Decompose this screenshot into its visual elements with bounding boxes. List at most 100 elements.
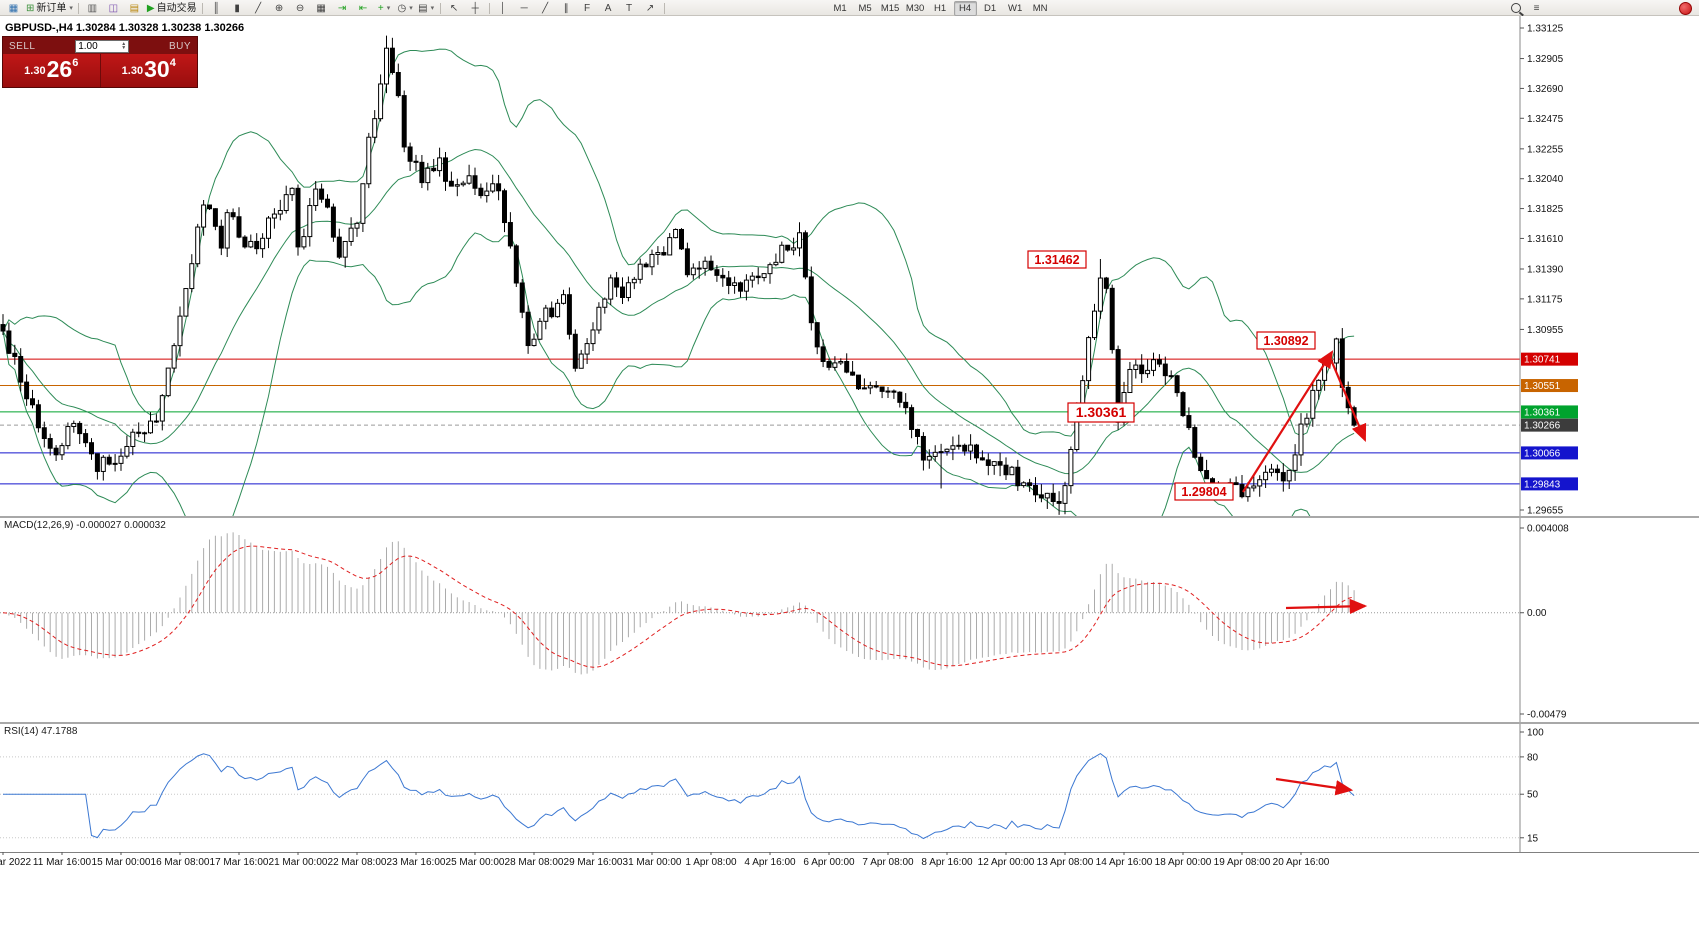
time-axis-label: 12 Apr 00:00	[978, 857, 1035, 868]
auto-scroll-button[interactable]: ⇥	[332, 0, 353, 16]
main-toolbar: ▦ ⊞ 新订单 ▾ ▥ ◫ ▤ ▶ 自动交易 ║ ▮ ╱ ⊕ ⊖ ▦ ⇥ ⇤ + ▾ ◷ ▾ ▤ ▾ ↖ ┼ │ ─ ╱ ∥ F A T ↗ M…	[0, 0, 1699, 16]
price-axis-tick-label: 1.31825	[1527, 204, 1564, 215]
price-annotation-text: 1.29804	[1181, 485, 1226, 499]
time-axis-label: 23 Mar 16:00	[387, 857, 446, 868]
macd-indicator-label: MACD(12,26,9) -0.000027 0.000032	[4, 520, 166, 531]
rsi-trend-arrow	[1275, 777, 1354, 796]
timeframe-m30-button[interactable]: M30	[905, 2, 925, 14]
lot-spinner[interactable]: ▲ ▼	[121, 41, 127, 51]
price-axis-tick-label: 1.31175	[1527, 294, 1563, 305]
auto-trading-button[interactable]: ▶ 自动交易	[145, 0, 199, 16]
search-button[interactable]	[1505, 0, 1526, 16]
price-axis-tick-label: 1.32690	[1527, 84, 1564, 95]
timeframe-m15-button[interactable]: M15	[880, 2, 900, 14]
chart-window-icon[interactable]: ▦	[3, 0, 24, 16]
buy-button[interactable]: 1.30 30 4	[100, 54, 197, 87]
search-icon	[1510, 3, 1521, 13]
alert-icon[interactable]	[1675, 0, 1696, 16]
price-axis-tick-label: 1.32475	[1527, 114, 1564, 125]
market-watch-button[interactable]: ▤	[124, 0, 145, 16]
spinner-up-icon[interactable]: ▲	[121, 41, 127, 47]
periods-button[interactable]: ◷ ▾	[395, 0, 416, 16]
rsi-axis-label: 100	[1527, 728, 1544, 739]
resistance-line-1-price-tag	[1521, 352, 1578, 366]
lot-size-input[interactable]: 1.00 ▲ ▼	[75, 39, 130, 53]
lot-size-value: 1.00	[78, 40, 98, 52]
timeframe-mn-button[interactable]: MN	[1032, 2, 1048, 14]
price-chart-canvas[interactable]: 1.31462 1.30892 1.30361 1.29804 1.33125 1.329…	[0, 16, 1699, 516]
price-annotation-text: 1.30892	[1263, 334, 1308, 348]
chart-shift-button[interactable]: ⇤	[353, 0, 374, 16]
support-line-2-price-tag	[1521, 477, 1578, 491]
timeframe-h4-button[interactable]: H4	[953, 0, 977, 16]
rsi-panel-canvas[interactable]: 100 80 50 15	[0, 724, 1699, 852]
toolbar-separator	[439, 2, 441, 14]
market-watch-icon: ▤	[129, 2, 140, 14]
time-axis-label: 10 Mar 2022	[0, 857, 32, 868]
zoom-out-button[interactable]: ⊖	[290, 0, 311, 16]
candlestick-chart-type-button[interactable]: ▮	[227, 0, 248, 16]
time-axis-label: 21 Mar 00:00	[269, 857, 328, 868]
price-axis-tick-label: 1.32040	[1527, 174, 1564, 185]
vertical-line-button[interactable]: │	[493, 0, 514, 16]
buy-price-big: 30	[144, 56, 170, 82]
open-chart-button[interactable]: ▥	[82, 0, 103, 16]
zoom-out-icon: ⊖	[295, 2, 305, 14]
text-label-button[interactable]: T	[619, 0, 640, 16]
new-order-icon: ⊞	[26, 2, 35, 14]
time-axis-label: 7 Apr 08:00	[862, 857, 914, 868]
price-axis-tick-label: 1.29655	[1527, 506, 1564, 517]
timeframe-m5-button[interactable]: M5	[858, 2, 872, 14]
time-axis-label: 20 Apr 16:00	[1273, 857, 1330, 868]
new-order-button[interactable]: ⊞ 新订单 ▾	[24, 0, 75, 16]
price-annotation-box	[1174, 482, 1234, 501]
pivot-line-green-price-tag	[1521, 405, 1578, 419]
macd-plot	[0, 532, 1520, 675]
toolbar-separator	[201, 2, 203, 14]
time-axis-label: 6 Apr 00:00	[803, 857, 855, 868]
channel-button[interactable]: ∥	[556, 0, 577, 16]
text-button[interactable]: A	[598, 0, 619, 16]
timeframe-w1-button[interactable]: W1	[1007, 2, 1023, 14]
chart-list-button[interactable]: ≡	[1526, 0, 1547, 16]
toolbar-separator	[663, 2, 665, 14]
text-label-icon: T	[626, 2, 633, 14]
bar-chart-type-button[interactable]: ║	[206, 0, 227, 16]
indicators-button[interactable]: + ▾	[374, 0, 395, 16]
tile-windows-button[interactable]: ▦	[311, 0, 332, 16]
line-chart-type-button[interactable]: ╱	[248, 0, 269, 16]
time-axis-label: 1 Apr 08:00	[685, 857, 737, 868]
open-chart-icon: ▥	[87, 2, 98, 14]
price-plot	[0, 35, 1520, 516]
horizontal-line-button[interactable]: ─	[514, 0, 535, 16]
fibonacci-button[interactable]: F	[577, 0, 598, 16]
arrows-button[interactable]: ↗	[640, 0, 661, 16]
text-icon: A	[604, 2, 612, 14]
templates-button[interactable]: ▤ ▾	[416, 0, 437, 16]
zoom-in-button[interactable]: ⊕	[269, 0, 290, 16]
timeframe-d1-button[interactable]: D1	[984, 2, 997, 14]
macd-panel-canvas[interactable]: 0.004008 0.00 -0.00479	[0, 518, 1699, 722]
cursor-button[interactable]: ↖	[444, 0, 465, 16]
dropdown-caret-icon: ▾	[430, 4, 435, 12]
panel-separator[interactable]	[0, 722, 1699, 724]
sell-button[interactable]: 1.30 26 6	[3, 54, 101, 87]
channel-icon: ∥	[563, 2, 569, 14]
trendline-button[interactable]: ╱	[535, 0, 556, 16]
toolbar-separator	[488, 2, 490, 14]
tile-windows-icon: ▦	[316, 2, 326, 14]
timeframe-m1-button[interactable]: M1	[833, 2, 847, 14]
time-axis-label: 15 Mar 00:00	[92, 857, 151, 868]
crosshair-button[interactable]: ┼	[465, 0, 486, 16]
svg-text:1.30741: 1.30741	[1524, 355, 1561, 366]
timeframe-h1-button[interactable]: H1	[934, 2, 947, 14]
spinner-down-icon[interactable]: ▼	[121, 45, 127, 51]
svg-text:1.29843: 1.29843	[1524, 479, 1561, 490]
price-axis-tick-label: 1.31390	[1527, 265, 1564, 276]
rsi-axis-label: 80	[1527, 752, 1539, 763]
panel-separator[interactable]	[0, 516, 1699, 518]
profiles-button[interactable]: ◫	[103, 0, 124, 16]
time-axis-label: 11 Mar 16:00	[33, 857, 92, 868]
time-axis-label: 19 Apr 08:00	[1214, 857, 1271, 868]
